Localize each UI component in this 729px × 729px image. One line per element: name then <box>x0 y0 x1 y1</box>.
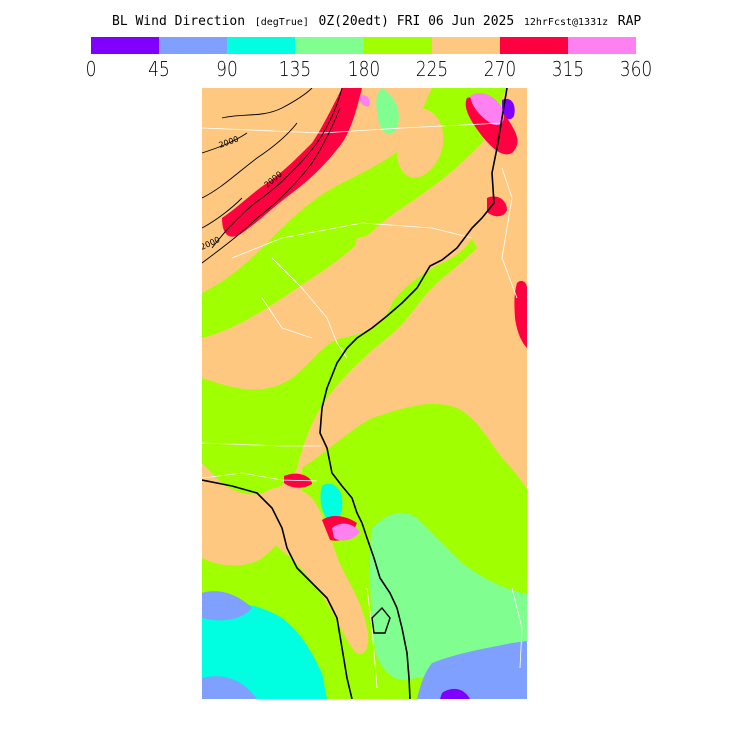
title-forecast: 12hrFcst@1331z <box>523 17 609 28</box>
state-boundaries <box>202 122 523 689</box>
coastline <box>319 88 508 699</box>
color-swatch <box>91 37 160 54</box>
color-scale-tick: 270 <box>483 57 516 81</box>
region-225-270-pocket-3 <box>396 108 444 178</box>
color-swatch <box>499 37 568 54</box>
region-90-135-coast <box>320 483 343 523</box>
color-scale-tick: 180 <box>347 57 380 81</box>
color-swatch <box>363 37 432 54</box>
color-scale-tick: 45 <box>148 57 170 81</box>
color-scale-tick: 360 <box>619 57 653 81</box>
color-swatch <box>159 37 228 54</box>
color-swatch <box>431 37 500 54</box>
title-model: RAP <box>617 14 642 29</box>
color-scale-tick: 0 <box>85 57 97 81</box>
color-scale-tick: 225 <box>415 57 448 81</box>
region-270-315 <box>222 88 362 237</box>
region-225-270-pocket <box>255 486 369 655</box>
title-units: [degTrue] <box>254 17 309 28</box>
color-scale-tick: 90 <box>216 57 239 81</box>
terrain-contours <box>202 88 343 264</box>
plot-title: BL Wind Direction [degTrue] 0Z(20edt) FR… <box>112 10 641 29</box>
color-scale-tick: 135 <box>279 57 312 81</box>
color-swatch <box>227 37 296 54</box>
region-225-270-pocket-2 <box>354 236 394 302</box>
region-135-180-north <box>376 88 399 135</box>
color-scale-bar <box>91 37 636 54</box>
title-valid-time: 0Z(20edt) FRI 06 Jun 2025 <box>318 14 515 29</box>
color-scale-tick: 315 <box>551 57 585 81</box>
region-45-90 <box>202 591 527 699</box>
title-text: BL Wind Direction <box>112 14 246 29</box>
color-swatch <box>295 37 364 54</box>
region-270-315-nc <box>487 196 507 217</box>
region-135-180 <box>370 512 527 680</box>
color-scale-ticks: 0 45 90 135 180 225 270 315 360 <box>86 57 653 83</box>
region-270-315-ocean <box>514 280 527 348</box>
wind-direction-map: 2000 2000 2000 <box>202 88 527 699</box>
color-swatch <box>567 37 636 54</box>
lake-okeechobee <box>371 606 391 634</box>
gulf-coastline <box>202 479 353 699</box>
region-90-135 <box>202 602 327 699</box>
map-svg: 2000 2000 2000 <box>202 88 527 699</box>
